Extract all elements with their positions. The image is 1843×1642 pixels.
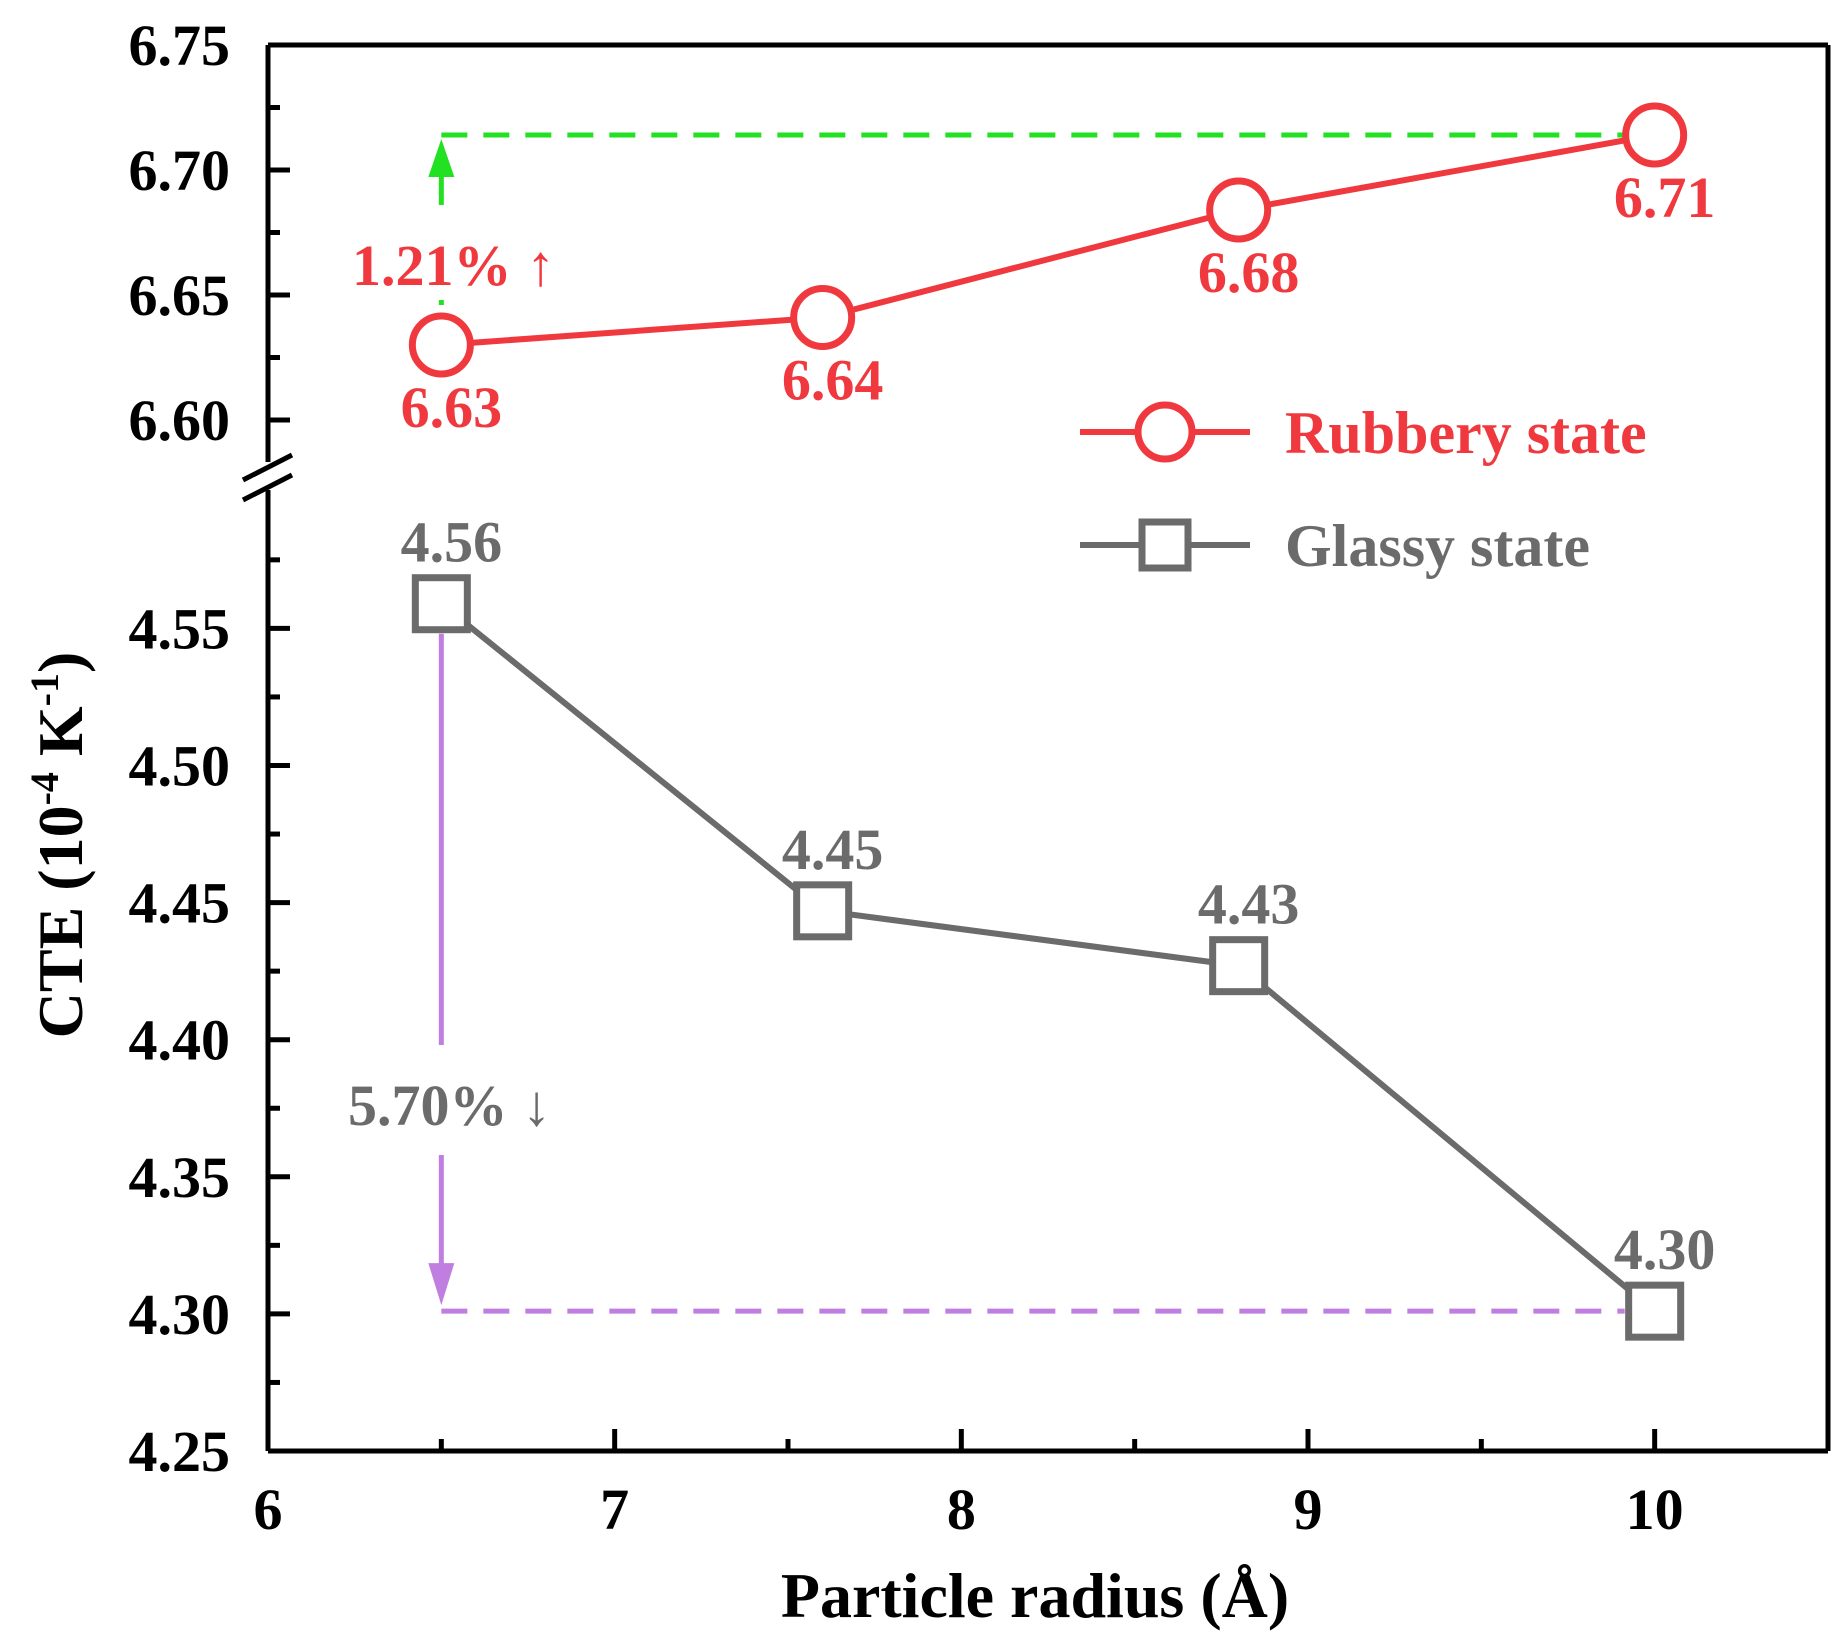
y-axis-title-end: ) [25, 652, 96, 673]
axis-break-mark-2 [241, 472, 294, 503]
axes-layer: 6.60 6.65 6.70 6.75 4.25 4.30 4.35 4.40 4.45 4.50… [129, 13, 1831, 1542]
series-0-point-1 [790, 285, 856, 350]
series-0-point-3 [1622, 102, 1688, 168]
legend-label-glassy: Glassy state [1285, 513, 1590, 579]
y-axis-title-sup2: -1 [22, 673, 67, 706]
series-1-point-1 [793, 881, 853, 941]
glassy-data-label-2: 4.43 [1198, 872, 1300, 937]
x-tick-label-4: 10 [1626, 1477, 1684, 1542]
x-tick-label-3: 9 [1294, 1477, 1323, 1542]
upper-y-tick-label-3: 6.75 [129, 13, 231, 78]
lower-y-tick-label-0: 4.25 [129, 1419, 231, 1484]
y-axis-title-main: CTE (10 [25, 805, 96, 1038]
x-axis-title: Particle radius (Å) [781, 1560, 1289, 1631]
lower-y-tick-label-4: 4.45 [129, 871, 231, 936]
series-layer [408, 102, 1688, 1341]
lower-y-tick-label-5: 4.50 [129, 733, 231, 798]
rubbery-data-label-3: 6.71 [1614, 165, 1716, 230]
series-1-point-3 [1625, 1281, 1685, 1341]
upper-y-tick-label-1: 6.65 [129, 263, 231, 328]
lower-y-tick-label-1: 4.30 [129, 1282, 231, 1347]
lower-y-tick-label-6: 4.55 [129, 596, 231, 661]
guide-lines [428, 132, 1625, 1314]
rubbery-data-label-0: 6.63 [401, 375, 503, 440]
rubbery-data-label-1: 6.64 [782, 348, 884, 413]
glassy-decrease-annotation: 5.70% ↓ [348, 1073, 551, 1138]
lower-y-tick-label-2: 4.35 [129, 1145, 231, 1210]
labels-layer: 6.63 6.64 6.68 6.71 4.56 4.45 4.43 4.30 [401, 165, 1716, 1282]
y-axis-title-mid: K [25, 706, 96, 772]
legend-marker-rubbery [1134, 401, 1196, 463]
glassy-data-label-3: 4.30 [1614, 1217, 1716, 1282]
series-0-point-0 [408, 312, 474, 378]
x-tick-label-0: 6 [254, 1477, 283, 1542]
series-1-point-0 [411, 574, 471, 634]
axis-break-mark-1 [241, 452, 294, 483]
series-1-point-2 [1209, 936, 1269, 996]
series-line-0 [441, 132, 1656, 348]
series-0-point-2 [1206, 177, 1272, 243]
legend-label-rubbery: Rubbery state [1285, 400, 1647, 466]
y-axis-title: CTE (10-4 K-1) [22, 652, 96, 1039]
series-line-1 [439, 601, 1657, 1314]
glassy-data-label-0: 4.56 [401, 510, 503, 575]
upper-y-tick-label-2: 6.70 [129, 138, 231, 203]
rubbery-arrow-head [428, 139, 455, 177]
x-tick-label-1: 7 [600, 1477, 629, 1542]
upper-y-tick-label-0: 6.60 [129, 388, 231, 453]
rubbery-increase-annotation: 1.21% ↑ [352, 233, 555, 298]
lower-y-tick-label-3: 4.40 [129, 1008, 231, 1073]
glassy-arrow-head [428, 1263, 455, 1306]
x-tick-label-2: 8 [947, 1477, 976, 1542]
rubbery-data-label-2: 6.68 [1198, 240, 1300, 305]
y-axis-title-sup1: -4 [22, 772, 67, 805]
glassy-data-label-1: 4.45 [782, 817, 884, 882]
legend: Rubbery state Glassy state [1080, 400, 1647, 579]
legend-marker-glassy [1138, 518, 1192, 572]
